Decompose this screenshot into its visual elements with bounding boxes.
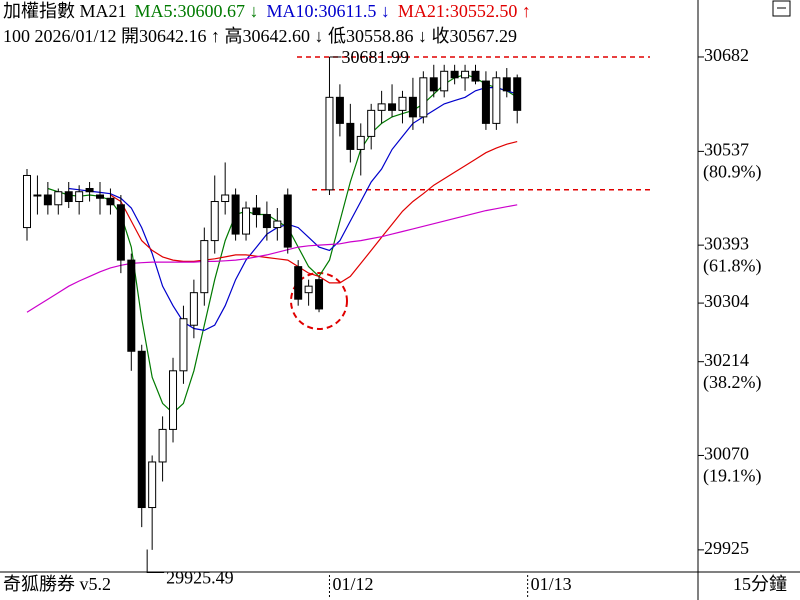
candle-body bbox=[304, 285, 313, 294]
header-line2: 100 2026/01/12 開30642.16 ↑ 高30642.60 ↓ 低… bbox=[3, 26, 517, 46]
y-tick-label: 30682 bbox=[704, 45, 749, 65]
candle-body bbox=[502, 77, 511, 92]
ma-line bbox=[68, 87, 518, 332]
header-item: MA5:30600.67 ↓ bbox=[135, 1, 259, 21]
candle-body bbox=[273, 220, 282, 229]
y-tick-note: (61.8%) bbox=[703, 255, 761, 276]
candle-body bbox=[356, 135, 365, 150]
candle-body bbox=[367, 109, 376, 137]
candle-body bbox=[408, 96, 417, 118]
candle-body bbox=[116, 204, 125, 261]
candle-body bbox=[64, 191, 73, 203]
y-tick-note: (38.2%) bbox=[703, 372, 761, 393]
ma-line bbox=[47, 73, 518, 414]
ma-line bbox=[110, 141, 518, 284]
y-tick-note: (80.9%) bbox=[703, 162, 761, 183]
candle-body bbox=[377, 103, 386, 111]
y-tick-label: 30537 bbox=[704, 140, 749, 160]
candle-body bbox=[54, 191, 63, 206]
y-tick-note: (19.1%) bbox=[703, 466, 761, 487]
candle-body bbox=[252, 207, 261, 216]
footer-right: 15分鐘 bbox=[733, 574, 787, 594]
annotation-leader bbox=[146, 549, 165, 574]
candle-body bbox=[419, 77, 428, 118]
candle-body bbox=[231, 194, 240, 235]
candle-body bbox=[471, 70, 480, 82]
candle-body bbox=[262, 214, 271, 229]
x-tick-label: 01/12 bbox=[332, 574, 373, 594]
y-tick-label: 30304 bbox=[704, 291, 749, 311]
x-tick-label: 01/13 bbox=[531, 574, 572, 594]
candle-body bbox=[158, 428, 167, 463]
candle-body bbox=[189, 292, 198, 326]
candle-body bbox=[283, 194, 292, 248]
candle-body bbox=[200, 240, 209, 294]
candle-body bbox=[346, 122, 355, 150]
candle-body bbox=[513, 77, 522, 111]
candle-body bbox=[148, 461, 157, 509]
footer-left: 奇狐勝券 v5.2 bbox=[3, 574, 111, 594]
annotation-label: 29925.49 bbox=[166, 568, 234, 588]
candle-body bbox=[388, 103, 397, 111]
y-tick-label: 29925 bbox=[704, 538, 749, 558]
y-tick-label: 30070 bbox=[704, 444, 749, 464]
highlight-circle bbox=[290, 272, 348, 330]
candle-body bbox=[429, 77, 438, 92]
annotation-label: 30681.99 bbox=[341, 47, 409, 67]
candle-body bbox=[43, 194, 52, 206]
candle-body bbox=[492, 77, 501, 124]
candle-body bbox=[137, 350, 146, 509]
y-tick-label: 30393 bbox=[704, 233, 749, 253]
candle-body bbox=[294, 266, 303, 300]
plot: 3068230537(80.9%)30393(61.8%)3030430214(… bbox=[23, 45, 761, 597]
candle-body bbox=[481, 80, 490, 124]
header-line1: 加權指數 MA21 MA5:30600.67 ↓ MA10:30611.5 ↓ MA2… bbox=[3, 1, 531, 21]
candle-body bbox=[33, 194, 42, 197]
candle-body bbox=[315, 279, 324, 310]
candle-body bbox=[210, 201, 219, 242]
candle-body bbox=[169, 370, 178, 430]
candle-body bbox=[450, 70, 459, 79]
candle-body bbox=[75, 191, 84, 203]
candle-body bbox=[179, 318, 188, 372]
candle-body bbox=[106, 197, 115, 206]
candle-body bbox=[335, 96, 344, 124]
header-item: MA10:30611.5 ↓ bbox=[267, 1, 390, 21]
candle-body bbox=[242, 207, 251, 235]
candle-body bbox=[440, 70, 449, 92]
candle-body bbox=[461, 70, 470, 79]
y-tick-label: 30214 bbox=[704, 350, 749, 370]
candle-body bbox=[85, 187, 94, 193]
ma-line bbox=[26, 204, 518, 313]
header-item: 加權指數 MA21 bbox=[3, 1, 127, 21]
candle-body bbox=[325, 96, 334, 191]
candle-body bbox=[398, 96, 407, 111]
candle-body bbox=[96, 194, 105, 199]
header-item: MA21:30552.50 ↑ bbox=[398, 1, 531, 21]
candle-body bbox=[23, 174, 31, 229]
candle-body bbox=[221, 194, 230, 203]
candle-body bbox=[127, 259, 136, 352]
